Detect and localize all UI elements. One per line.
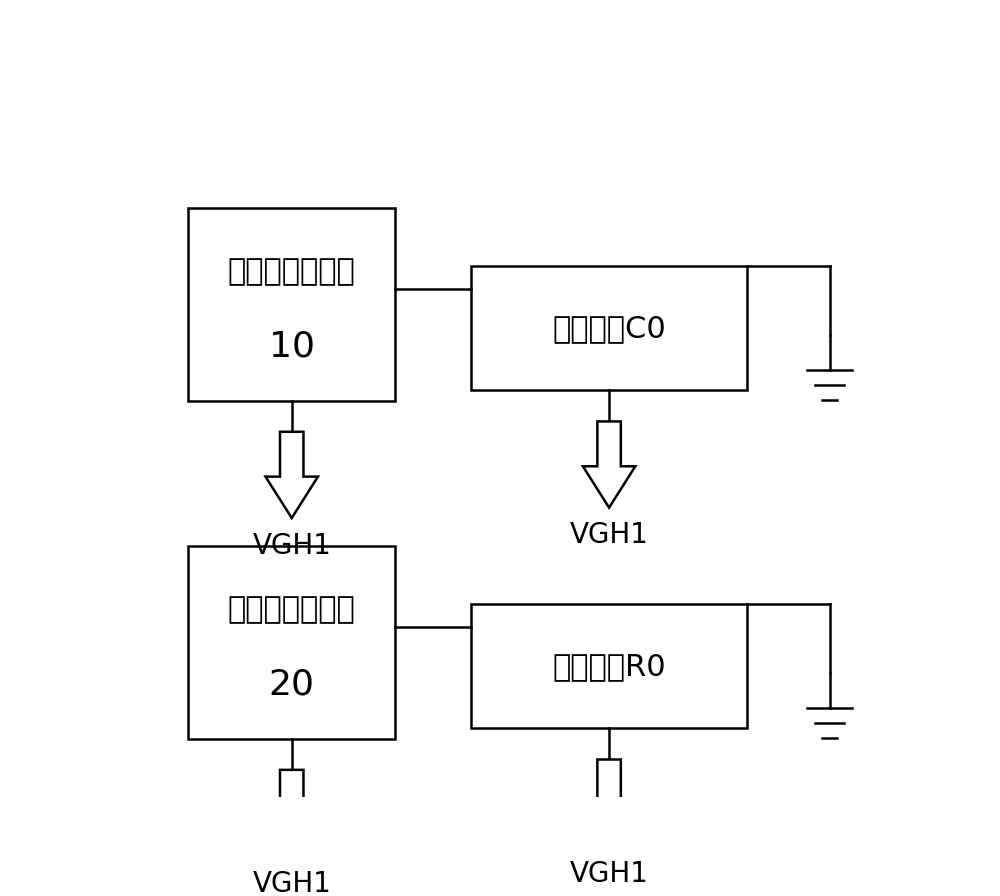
Bar [188,208,395,401]
Text: VGH1: VGH1 [252,870,331,896]
Text: 第一导通子电路: 第一导通子电路 [228,257,356,286]
Polygon shape [583,760,635,846]
Polygon shape [583,421,635,508]
Text: VGH1: VGH1 [252,532,331,560]
Text: 10: 10 [269,330,315,364]
Text: 放电电阻R0: 放电电阻R0 [552,652,666,681]
Polygon shape [266,432,318,518]
Bar [471,604,747,728]
Polygon shape [266,770,318,856]
Text: VGH1: VGH1 [570,859,649,888]
Text: 20: 20 [269,668,315,702]
Text: 第二导通子电路: 第二导通子电路 [228,595,356,624]
Text: 放电电容C0: 放电电容C0 [552,314,666,343]
Bar [471,266,747,391]
Bar [188,546,395,739]
Text: VGH1: VGH1 [570,521,649,549]
